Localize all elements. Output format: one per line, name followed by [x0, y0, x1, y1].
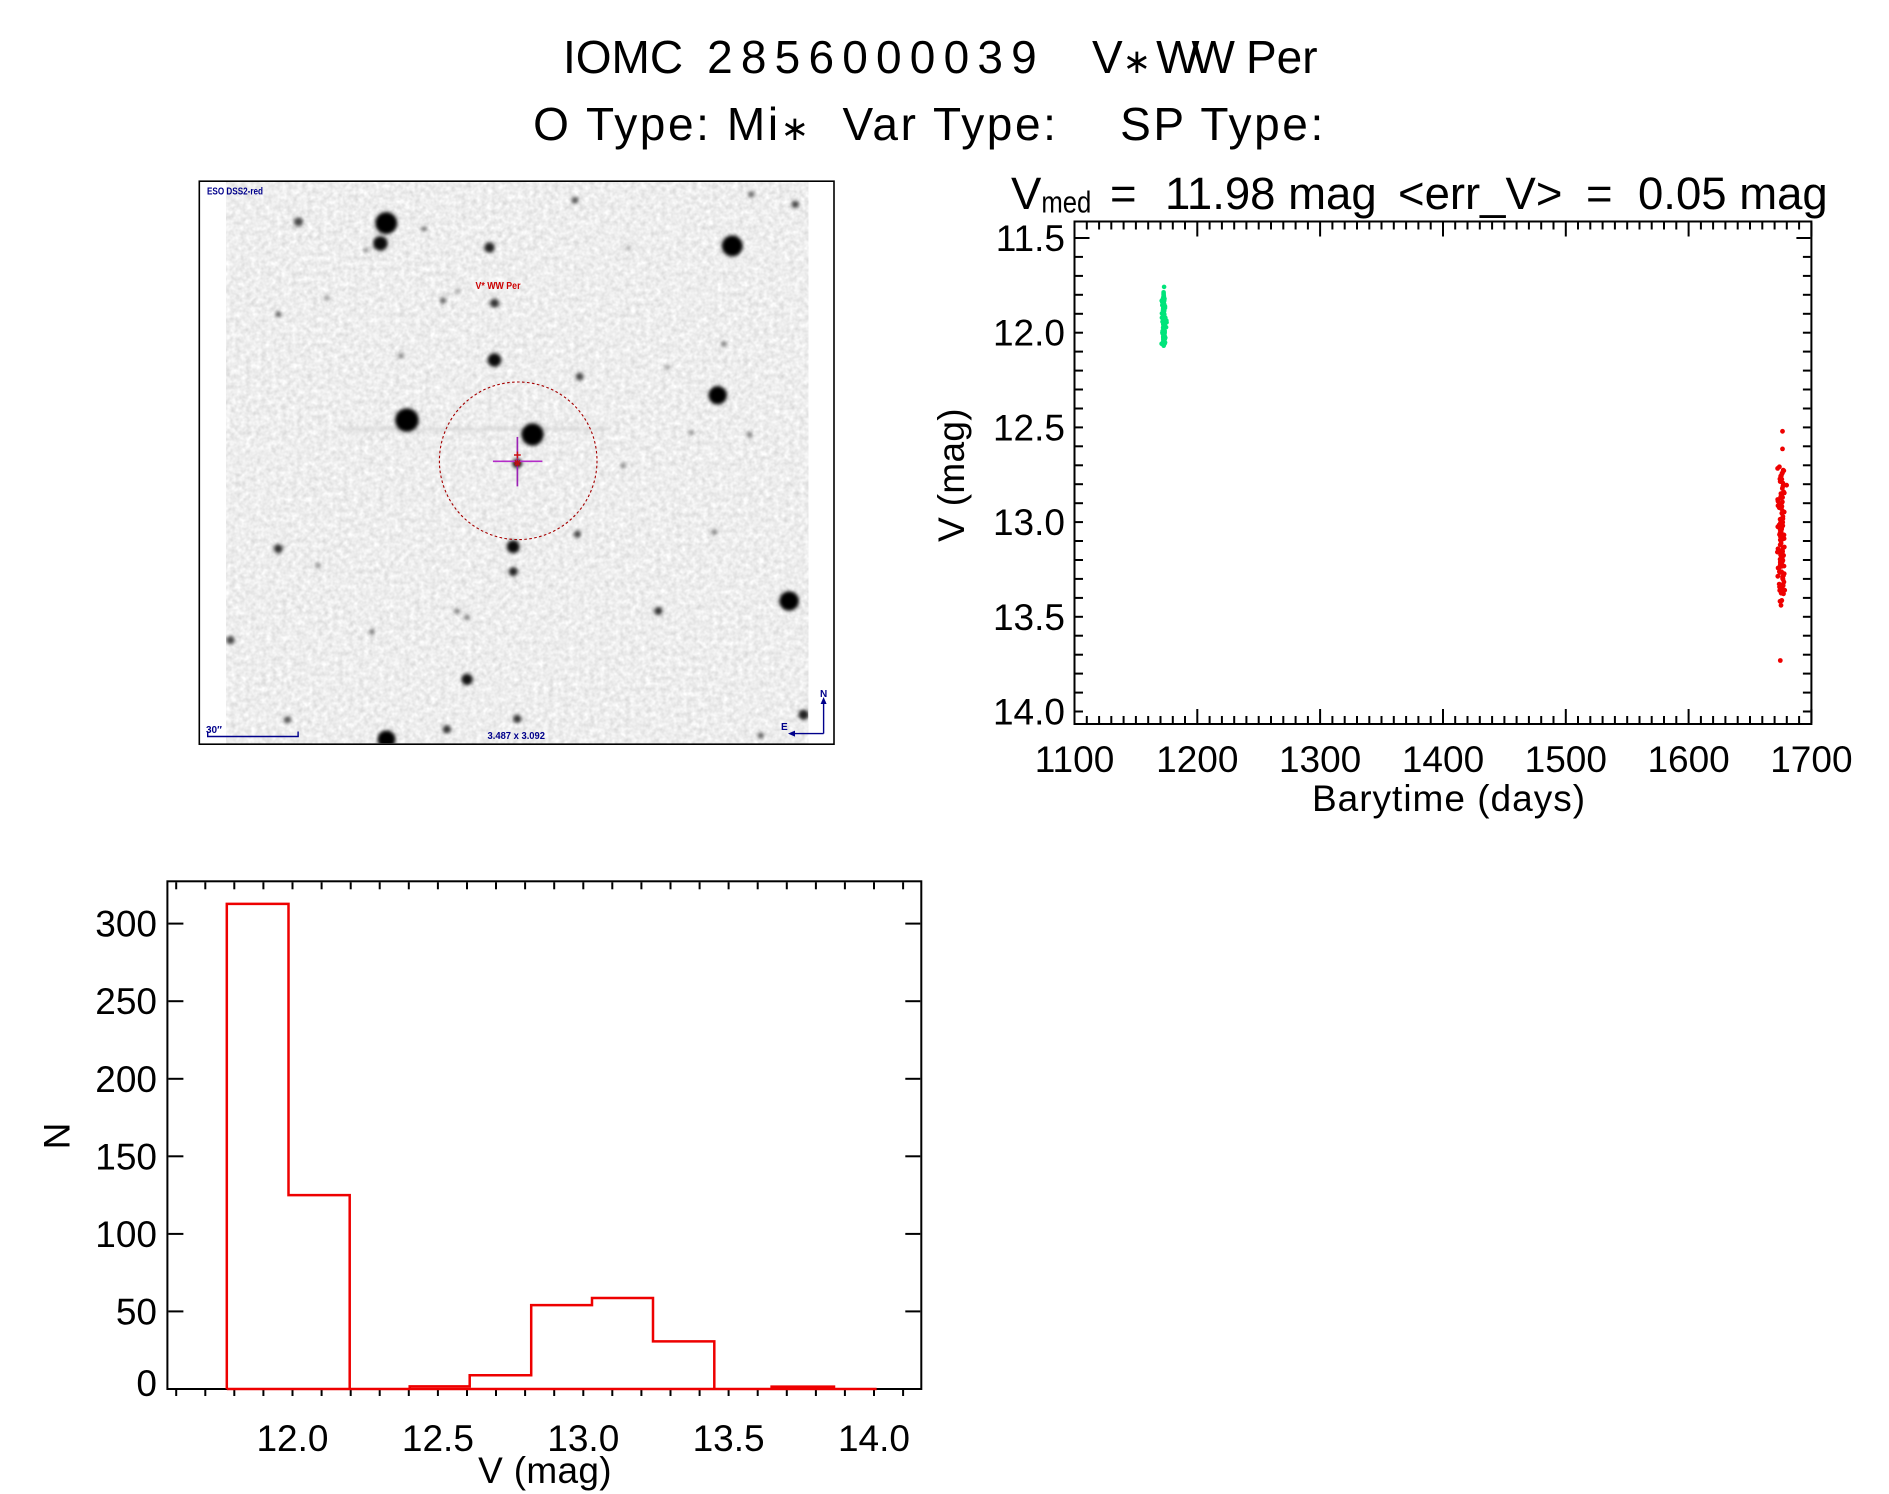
svg-text:13.5: 13.5: [993, 597, 1065, 638]
svg-text:<err_V>: <err_V>: [1398, 168, 1562, 219]
svg-text:13.0: 13.0: [547, 1418, 619, 1459]
svg-text:12.0: 12.0: [993, 313, 1065, 354]
svg-text:0: 0: [136, 1363, 157, 1404]
svg-text:13.0: 13.0: [993, 502, 1065, 543]
svg-text:E: E: [781, 722, 788, 733]
svg-text:1500: 1500: [1525, 739, 1607, 780]
svg-text:3.487 x 3.092: 3.487 x 3.092: [488, 731, 546, 742]
svg-text:N: N: [820, 689, 827, 700]
svg-text:1600: 1600: [1647, 739, 1729, 780]
svg-text:1700: 1700: [1770, 739, 1852, 780]
svg-text:14.0: 14.0: [838, 1418, 910, 1459]
svg-text:200: 200: [95, 1059, 157, 1100]
svg-text:V (mag): V (mag): [478, 1450, 612, 1491]
svg-text:12.5: 12.5: [993, 407, 1065, 448]
svg-text:ESO DSS2-red: ESO DSS2-red: [207, 186, 263, 198]
svg-text:150: 150: [95, 1136, 157, 1177]
svg-text:250: 250: [95, 981, 157, 1022]
svg-text:11.98 mag: 11.98 mag: [1165, 168, 1377, 219]
svg-text:13.5: 13.5: [693, 1418, 765, 1459]
svg-text:30″: 30″: [206, 725, 222, 736]
svg-text:1400: 1400: [1402, 739, 1484, 780]
svg-text:0.05 mag: 0.05 mag: [1638, 168, 1828, 219]
svg-text:12.0: 12.0: [256, 1418, 328, 1459]
svg-text:50: 50: [116, 1291, 157, 1332]
svg-text:Vmed: Vmed: [1011, 168, 1091, 220]
svg-text:Barytime (days): Barytime (days): [1312, 778, 1586, 819]
svg-text:1200: 1200: [1156, 739, 1238, 780]
svg-text:=: =: [1110, 168, 1137, 219]
svg-text:N: N: [37, 1123, 78, 1150]
svg-text:11.5: 11.5: [996, 218, 1065, 259]
svg-text:V* WW Per: V* WW Per: [476, 281, 521, 292]
svg-text:1100: 1100: [1035, 739, 1115, 780]
svg-text:=: =: [1586, 168, 1613, 219]
svg-text:100: 100: [95, 1214, 157, 1255]
svg-text:1300: 1300: [1279, 739, 1361, 780]
svg-text:V (mag): V (mag): [931, 408, 972, 542]
svg-text:14.0: 14.0: [993, 692, 1065, 733]
svg-text:12.5: 12.5: [402, 1418, 474, 1459]
svg-text:300: 300: [95, 904, 157, 945]
